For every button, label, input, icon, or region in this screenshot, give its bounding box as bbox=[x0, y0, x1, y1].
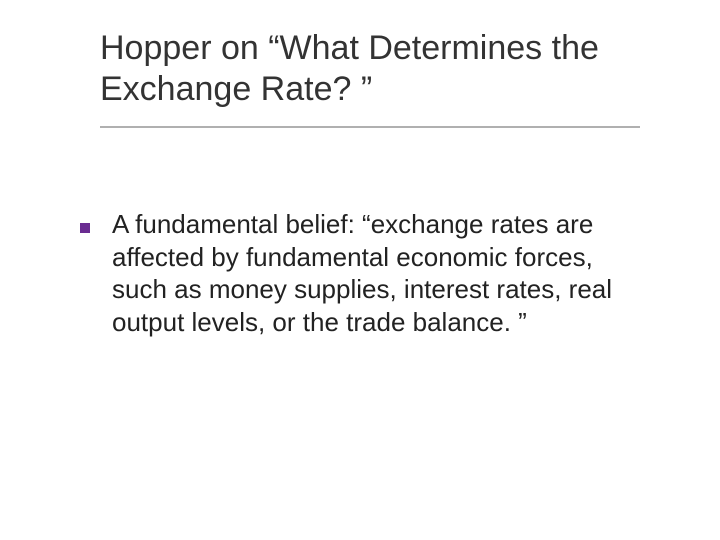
square-bullet-icon bbox=[80, 220, 90, 230]
slide-body: A fundamental belief: “exchange rates ar… bbox=[80, 208, 640, 338]
bullet-text: A fundamental belief: “exchange rates ar… bbox=[112, 208, 640, 338]
slide: Hopper on “What Determines the Exchange … bbox=[0, 0, 720, 540]
slide-title: Hopper on “What Determines the Exchange … bbox=[100, 28, 660, 111]
title-divider bbox=[100, 126, 640, 128]
bullet-item: A fundamental belief: “exchange rates ar… bbox=[80, 208, 640, 338]
